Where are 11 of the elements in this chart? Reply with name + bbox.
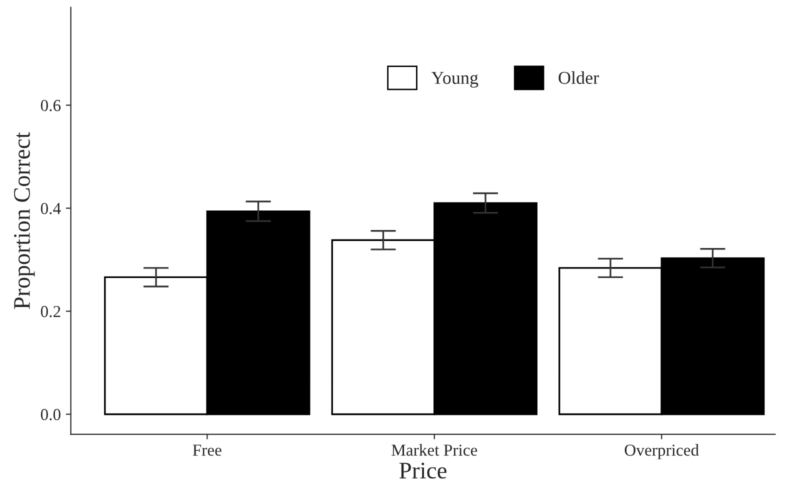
legend-label: Young <box>431 72 478 88</box>
x-tick-label: Market Price <box>392 444 478 456</box>
y-tick-label: 0.0 <box>40 408 60 420</box>
x-axis-title: Price <box>399 462 446 479</box>
y-tick-label: 0.6 <box>40 100 61 112</box>
y-tick-label: 0.4 <box>40 202 61 214</box>
legend-label: Older <box>558 71 599 84</box>
x-tick-label: Overpriced <box>624 444 699 460</box>
y-axis-title: Proportion Correct <box>14 132 35 309</box>
y-tick-label: 0.2 <box>40 306 60 318</box>
x-tick-label: Free <box>192 444 222 456</box>
